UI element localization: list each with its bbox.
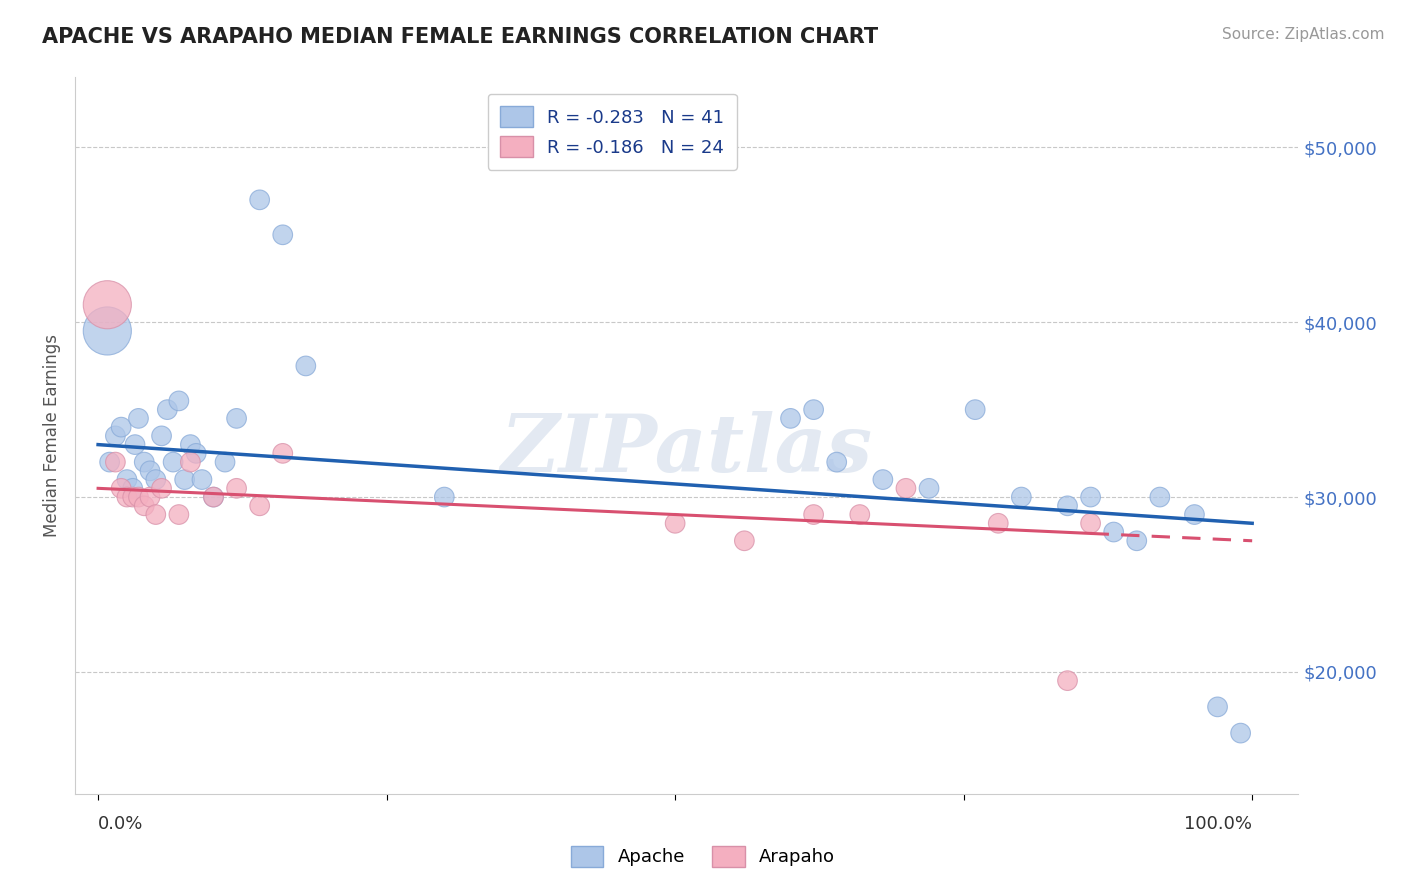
Point <box>803 402 825 417</box>
Point <box>779 411 801 425</box>
Point <box>179 437 201 451</box>
Point <box>110 481 132 495</box>
Point <box>145 473 167 487</box>
Point <box>894 481 917 495</box>
Point <box>825 455 848 469</box>
Point <box>271 227 294 242</box>
Point <box>115 490 138 504</box>
Point <box>1056 499 1078 513</box>
Point <box>121 481 143 495</box>
Point <box>225 411 247 425</box>
Legend: R = -0.283   N = 41, R = -0.186   N = 24: R = -0.283 N = 41, R = -0.186 N = 24 <box>488 94 737 169</box>
Point <box>179 455 201 469</box>
Point <box>104 455 127 469</box>
Point <box>803 508 825 522</box>
Point <box>156 402 179 417</box>
Point <box>167 393 190 408</box>
Point <box>987 516 1010 531</box>
Point <box>214 455 236 469</box>
Point <box>433 490 456 504</box>
Text: APACHE VS ARAPAHO MEDIAN FEMALE EARNINGS CORRELATION CHART: APACHE VS ARAPAHO MEDIAN FEMALE EARNINGS… <box>42 27 879 46</box>
Point <box>98 455 121 469</box>
Point <box>104 429 127 443</box>
Point <box>202 490 225 504</box>
Point <box>664 516 686 531</box>
Text: Source: ZipAtlas.com: Source: ZipAtlas.com <box>1222 27 1385 42</box>
Point <box>1102 524 1125 539</box>
Point <box>1056 673 1078 688</box>
Point <box>115 473 138 487</box>
Point <box>96 298 118 312</box>
Point <box>225 481 247 495</box>
Text: ZIPatlas: ZIPatlas <box>501 411 873 489</box>
Point <box>965 402 987 417</box>
Point <box>150 429 173 443</box>
Point <box>145 508 167 522</box>
Point <box>918 481 941 495</box>
Point <box>249 193 271 207</box>
Point <box>249 499 271 513</box>
Point <box>150 481 173 495</box>
Point <box>127 490 149 504</box>
Point <box>121 490 143 504</box>
Point <box>173 473 195 487</box>
Point <box>162 455 184 469</box>
Legend: Apache, Arapaho: Apache, Arapaho <box>564 838 842 874</box>
Point <box>1010 490 1032 504</box>
Point <box>295 359 318 373</box>
Point <box>271 446 294 460</box>
Point <box>1126 533 1149 548</box>
Point <box>1149 490 1171 504</box>
Point <box>134 455 156 469</box>
Point <box>1184 508 1206 522</box>
Point <box>110 420 132 434</box>
Point <box>733 533 755 548</box>
Point <box>1229 726 1251 740</box>
Point <box>186 446 208 460</box>
Point <box>1080 516 1102 531</box>
Point <box>167 508 190 522</box>
Point <box>1080 490 1102 504</box>
Point <box>134 499 156 513</box>
Text: 100.0%: 100.0% <box>1184 815 1253 833</box>
Point <box>124 437 146 451</box>
Point <box>1206 699 1229 714</box>
Point <box>139 490 162 504</box>
Point <box>191 473 214 487</box>
Point <box>849 508 872 522</box>
Point <box>127 411 149 425</box>
Point <box>96 324 118 338</box>
Point <box>139 464 162 478</box>
Text: 0.0%: 0.0% <box>98 815 143 833</box>
Y-axis label: Median Female Earnings: Median Female Earnings <box>44 334 60 537</box>
Point <box>202 490 225 504</box>
Point <box>872 473 894 487</box>
